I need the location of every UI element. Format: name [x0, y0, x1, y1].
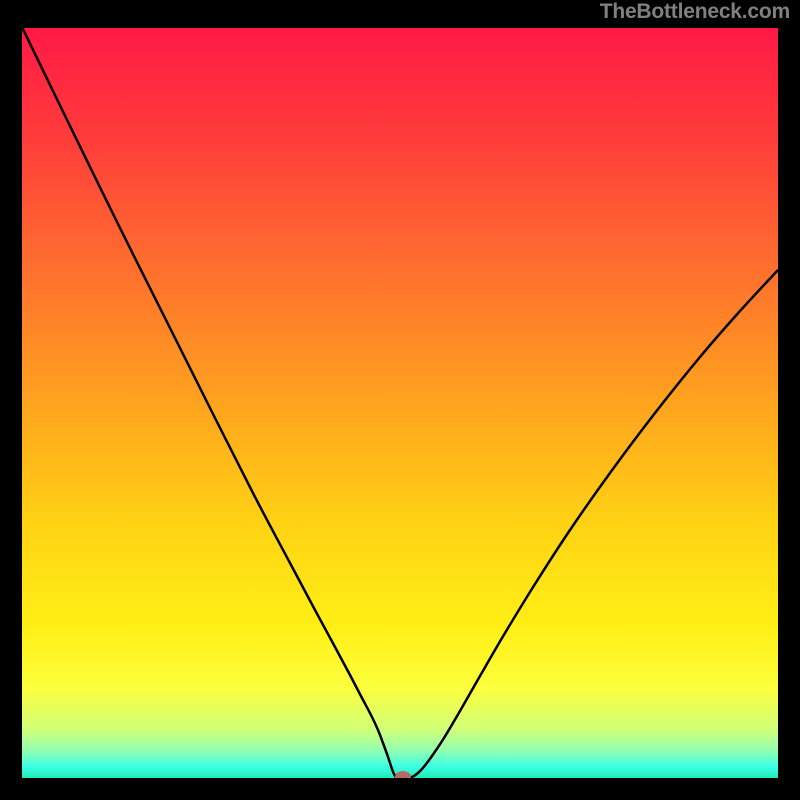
watermark-text: TheBottleneck.com: [600, 0, 790, 24]
optimal-point-marker: [395, 771, 411, 783]
gradient-background: [22, 28, 778, 778]
chart-container: { "watermark": "TheBottleneck.com", "cha…: [0, 0, 800, 800]
bottleneck-curve-chart: [0, 0, 800, 800]
